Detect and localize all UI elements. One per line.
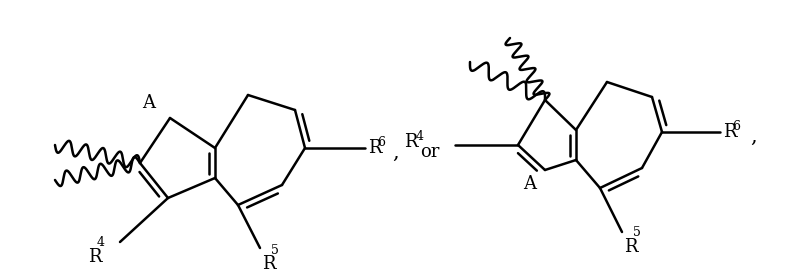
Text: A: A	[142, 94, 155, 112]
Text: 6: 6	[732, 120, 740, 134]
Text: R: R	[723, 123, 737, 141]
Text: R: R	[88, 248, 102, 266]
Text: ,: ,	[750, 126, 757, 146]
Text: R: R	[405, 133, 418, 151]
Text: 4: 4	[416, 131, 424, 144]
Text: 6: 6	[377, 137, 385, 150]
Text: R: R	[368, 139, 381, 157]
Text: R: R	[262, 255, 276, 272]
Text: A: A	[524, 175, 537, 193]
Text: 5: 5	[633, 227, 641, 240]
Text: R: R	[624, 238, 638, 256]
Text: or: or	[420, 143, 440, 161]
Text: 4: 4	[97, 236, 105, 249]
Text: ,: ,	[392, 143, 399, 162]
Text: 5: 5	[271, 243, 279, 256]
